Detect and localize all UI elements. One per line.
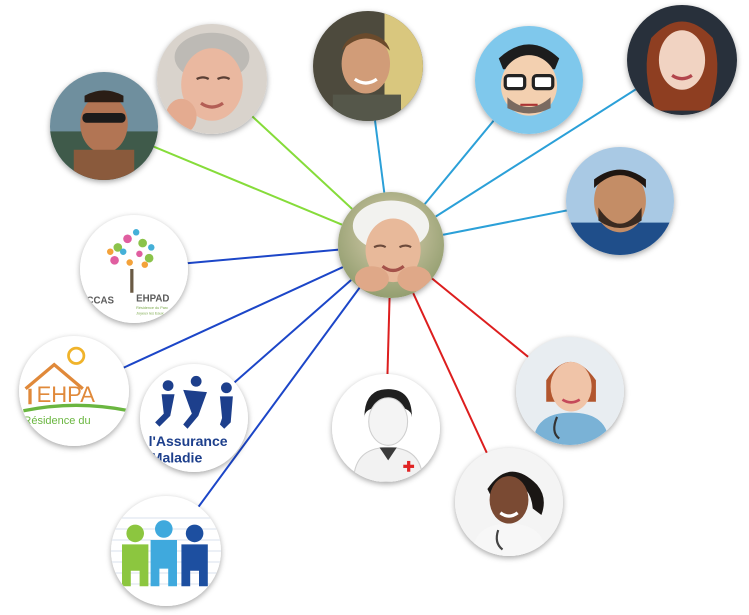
family-paper-chain-logo[interactable]: [111, 496, 221, 606]
assurance-line1: l'Assurance: [149, 433, 228, 449]
friend-bearded-man-photo[interactable]: [566, 147, 674, 255]
assurance-maladie-logo[interactable]: l'Assurance Maladie: [140, 364, 248, 472]
ccas-label: CCAS: [86, 296, 114, 307]
family-member-young-man-photo[interactable]: [50, 72, 158, 180]
friend-smiling-man-photo[interactable]: [313, 11, 423, 121]
caregiver-photo[interactable]: [455, 448, 563, 556]
ehpad-label: EHPAD: [136, 293, 169, 304]
assurance-line2: Maladie: [151, 449, 203, 465]
friend-red-haired-woman-photo[interactable]: [627, 5, 737, 115]
family-member-grandmother-photo[interactable]: [157, 24, 267, 134]
nurse-photo[interactable]: [516, 337, 624, 445]
link-ehpad: [74, 244, 392, 391]
ehpad-residence-logo[interactable]: EHPA Résidence du: [19, 336, 129, 446]
ehpad-title: EHPA: [37, 382, 96, 407]
ccas-ehpad-logo[interactable]: CCAS EHPAD Résidence du Parc Joyeux les …: [80, 215, 188, 323]
ccas-small-line1: Résidence du Parc: [136, 306, 168, 310]
ehpad-subtitle: Résidence du: [23, 415, 90, 427]
link-red-hair-woman: [390, 59, 683, 246]
doctor-icon[interactable]: [332, 374, 440, 482]
ccas-small-line2: Joyeux les Eaux: [136, 311, 164, 315]
link-family-org: [165, 244, 392, 552]
friend-cartoon-avatar[interactable]: [475, 26, 583, 134]
center-elderly-woman-photo[interactable]: [338, 192, 444, 298]
